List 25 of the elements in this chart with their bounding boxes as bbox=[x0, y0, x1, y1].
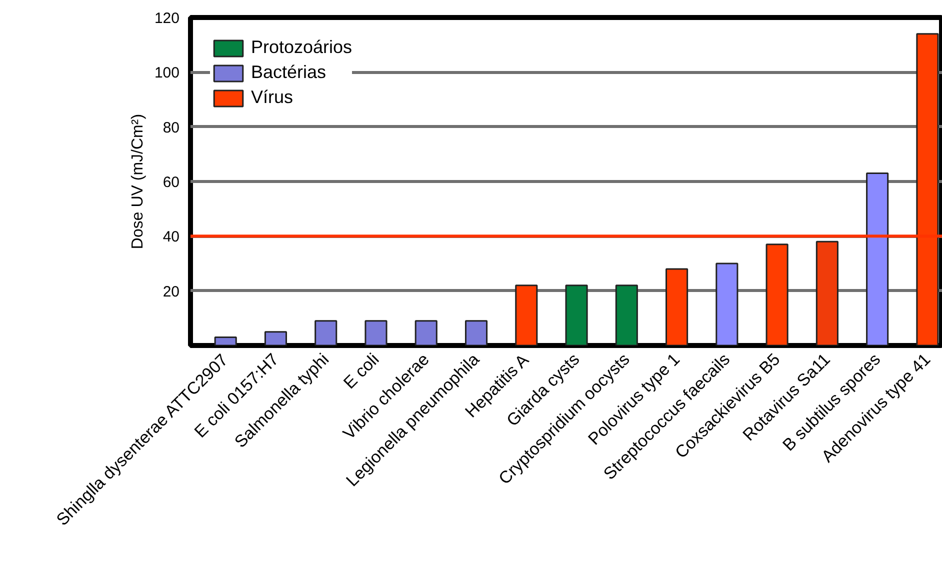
bar bbox=[716, 262, 738, 346]
y-axis-title: Dose UV (mJ/Cm²) bbox=[129, 114, 146, 250]
y-tick-label: 120 bbox=[154, 10, 180, 27]
bar bbox=[866, 172, 889, 346]
x-tick-label: E coli bbox=[340, 350, 383, 393]
y-tick-label: 80 bbox=[162, 119, 180, 136]
bar bbox=[615, 284, 638, 346]
legend-label: Bactérias bbox=[251, 62, 326, 83]
bar bbox=[364, 320, 388, 346]
bar bbox=[816, 240, 838, 346]
bar bbox=[666, 268, 688, 346]
y-tick-label: 60 bbox=[162, 174, 180, 191]
bar bbox=[264, 331, 288, 346]
y-tick-label: 20 bbox=[162, 283, 180, 300]
bar bbox=[766, 244, 788, 346]
bar bbox=[565, 284, 588, 346]
bar bbox=[414, 320, 438, 346]
bar bbox=[464, 320, 488, 346]
bar bbox=[214, 336, 237, 346]
legend-label: Vírus bbox=[251, 87, 294, 108]
y-tick-label: 40 bbox=[162, 228, 180, 246]
bar bbox=[515, 284, 538, 346]
legend-label: Protozoários bbox=[251, 37, 352, 58]
y-tick-label: 100 bbox=[154, 64, 180, 82]
bar bbox=[314, 320, 338, 346]
